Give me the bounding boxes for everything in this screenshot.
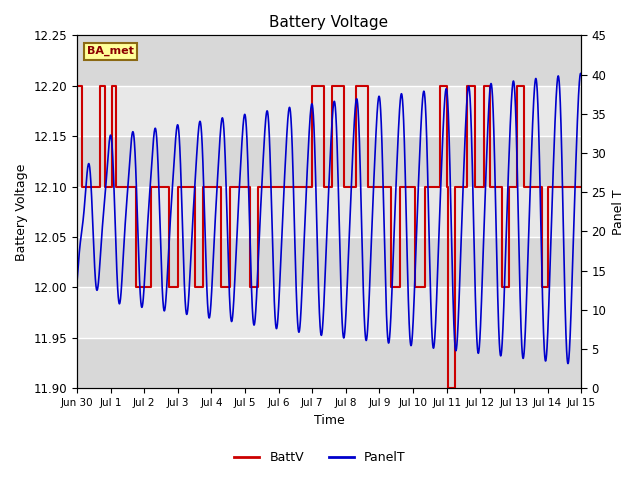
X-axis label: Time: Time bbox=[314, 414, 344, 427]
Title: Battery Voltage: Battery Voltage bbox=[269, 15, 388, 30]
Bar bbox=[77, 237, 581, 288]
Bar bbox=[77, 338, 581, 388]
Bar bbox=[77, 136, 581, 187]
Y-axis label: Panel T: Panel T bbox=[612, 189, 625, 235]
Bar bbox=[77, 86, 581, 136]
Text: BA_met: BA_met bbox=[87, 46, 134, 56]
Legend: BattV, PanelT: BattV, PanelT bbox=[229, 446, 411, 469]
Bar bbox=[77, 288, 581, 338]
Y-axis label: Battery Voltage: Battery Voltage bbox=[15, 163, 28, 261]
Bar bbox=[77, 36, 581, 86]
Bar bbox=[77, 187, 581, 237]
